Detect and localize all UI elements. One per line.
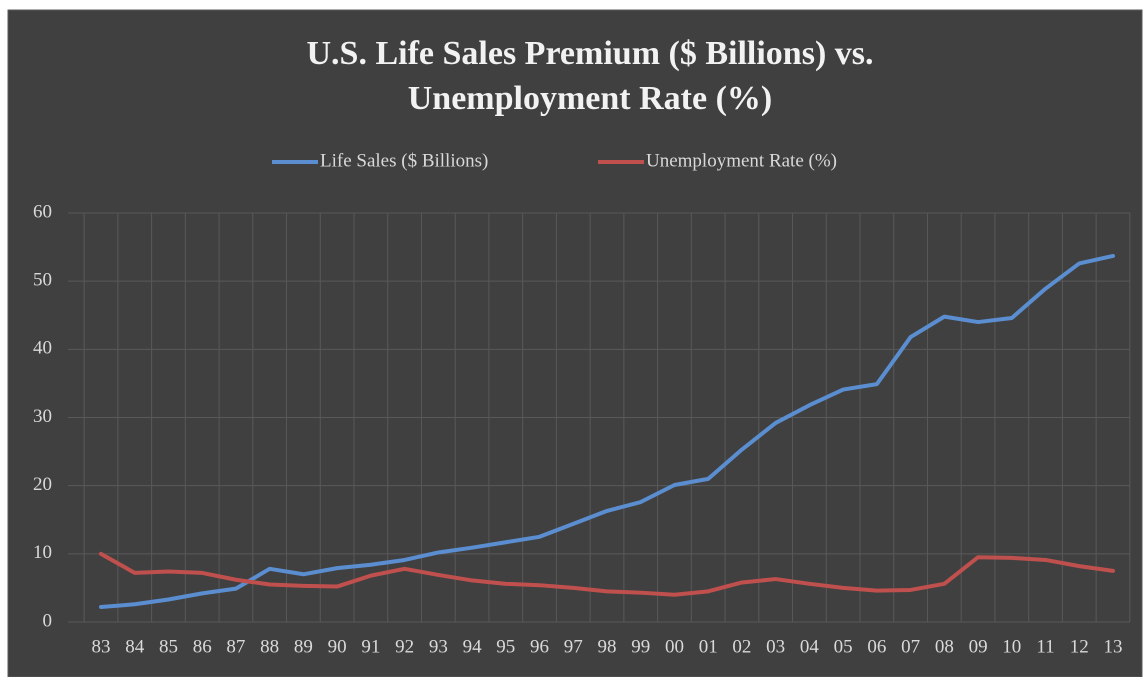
x-tick-label: 08 — [935, 636, 954, 657]
x-tick-label: 96 — [530, 636, 549, 657]
y-tick-label: 30 — [33, 406, 52, 427]
x-tick-label: 10 — [1002, 636, 1021, 657]
x-tick-label: 87 — [226, 636, 245, 657]
x-tick-label: 93 — [429, 636, 448, 657]
x-tick-label: 09 — [969, 636, 988, 657]
x-tick-label: 04 — [800, 636, 820, 657]
x-tick-label: 83 — [92, 636, 111, 657]
x-tick-label: 86 — [193, 636, 212, 657]
y-tick-label: 20 — [33, 474, 52, 495]
x-tick-label: 05 — [834, 636, 853, 657]
chart-title: Unemployment Rate (%) — [408, 80, 773, 117]
x-tick-label: 00 — [665, 636, 684, 657]
x-tick-label: 92 — [395, 636, 414, 657]
x-tick-label: 99 — [631, 636, 650, 657]
x-tick-label: 12 — [1070, 636, 1089, 657]
x-tick-label: 97 — [564, 636, 583, 657]
x-tick-label: 02 — [732, 636, 751, 657]
y-tick-label: 50 — [33, 270, 52, 291]
y-tick-label: 40 — [33, 338, 52, 359]
x-tick-label: 88 — [260, 636, 279, 657]
y-tick-label: 0 — [43, 610, 53, 631]
x-tick-label: 13 — [1104, 636, 1123, 657]
y-tick-label: 60 — [33, 201, 52, 222]
x-tick-label: 98 — [598, 636, 617, 657]
series-line — [99, 253, 1115, 610]
legend-label: Unemployment Rate (%) — [646, 150, 837, 171]
legend-label: Life Sales ($ Billions) — [320, 150, 488, 171]
x-tick-label: 85 — [159, 636, 178, 657]
x-tick-label: 03 — [766, 636, 785, 657]
x-tick-label: 84 — [125, 636, 145, 657]
series-line — [99, 551, 1115, 597]
x-tick-label: 90 — [328, 636, 347, 657]
x-tick-label: 07 — [901, 636, 920, 657]
chart-title: U.S. Life Sales Premium ($ Billions) vs. — [307, 35, 874, 72]
y-tick-label: 10 — [33, 542, 52, 563]
chart-background — [7, 9, 1143, 677]
x-tick-label: 94 — [463, 636, 483, 657]
x-tick-label: 95 — [496, 636, 515, 657]
x-tick-label: 89 — [294, 636, 313, 657]
x-tick-label: 11 — [1036, 636, 1054, 657]
x-tick-label: 91 — [361, 636, 380, 657]
x-tick-label: 01 — [699, 636, 718, 657]
x-tick-label: 06 — [867, 636, 886, 657]
